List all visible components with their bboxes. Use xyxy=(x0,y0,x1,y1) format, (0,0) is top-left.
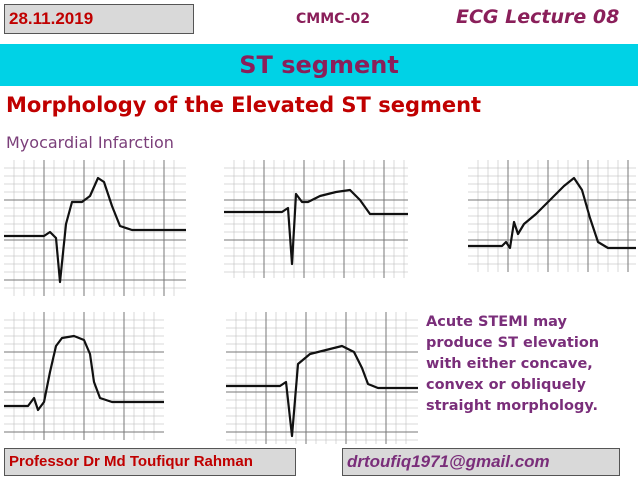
course-code: CMMC-02 xyxy=(296,11,371,27)
ecg-strip-4 xyxy=(4,312,164,440)
section-subheading: Myocardial Infarction xyxy=(6,133,174,152)
ecg-strip-5 xyxy=(226,312,418,444)
slide-title: ST segment xyxy=(0,44,638,86)
section-heading: Morphology of the Elevated ST segment xyxy=(6,93,482,117)
date-label: 28.11.2019 xyxy=(4,4,194,34)
author-label: Professor Dr Md Toufiqur Rahman xyxy=(4,448,296,476)
ecg-strip-2 xyxy=(224,160,408,278)
ecg-strip-1 xyxy=(4,160,186,296)
stemi-note: Acute STEMI may produce ST elevation wit… xyxy=(426,314,600,414)
author-email: drtoufiq1971@gmail.com xyxy=(342,448,620,476)
ecg-strip-3 xyxy=(468,160,636,272)
lecture-title: ECG Lecture 08 xyxy=(456,6,620,28)
